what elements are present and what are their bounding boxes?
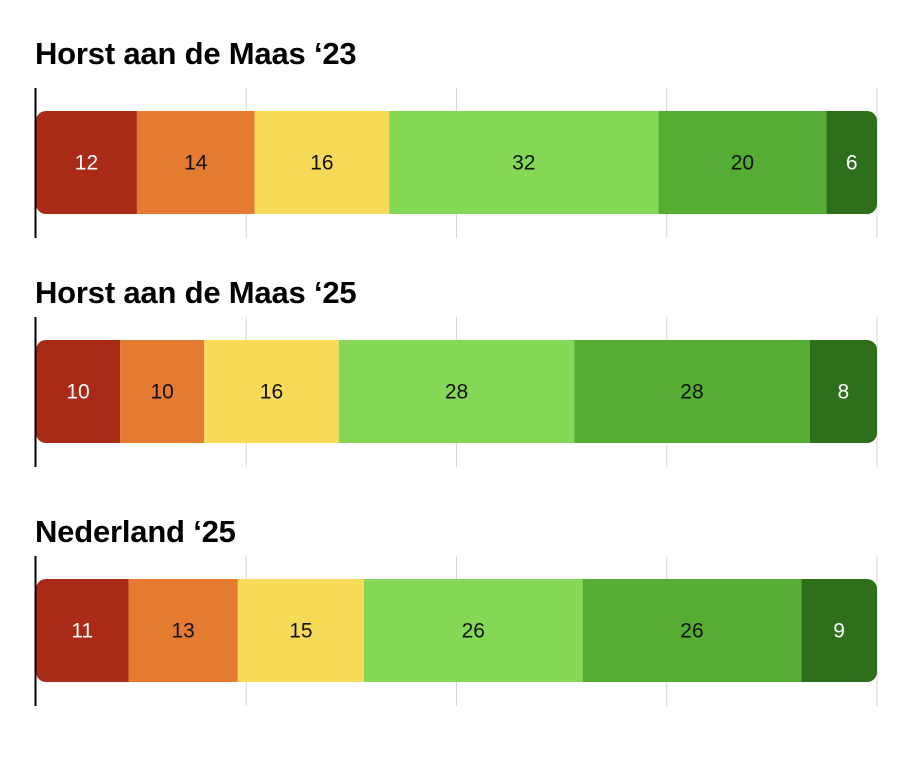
data-label: 28: [445, 381, 468, 404]
data-label: 14: [184, 152, 208, 175]
bar-segment: [120, 340, 205, 443]
data-label: 15: [289, 620, 312, 643]
data-label: 13: [171, 620, 194, 643]
stacked-bar-chart: 11 13 15 26 26 9: [34, 556, 878, 706]
bar-segment: [801, 579, 877, 682]
bar-segment: [826, 111, 877, 214]
bar-segment: [204, 340, 339, 443]
bar-segment: [136, 111, 255, 214]
data-label: 28: [680, 381, 703, 404]
data-label: 26: [680, 620, 703, 643]
data-label: 8: [838, 381, 850, 404]
bar-segment: [809, 340, 877, 443]
data-label: 12: [75, 152, 98, 175]
bar-segment: [36, 579, 129, 682]
data-label: 20: [731, 152, 754, 175]
stacked-bar-chart: 10 10 16 28 28 8: [34, 317, 878, 467]
data-label: 10: [150, 381, 173, 404]
chart-title: Nederland ‘25: [35, 514, 236, 549]
chart-title: Horst aan de Maas ‘23: [35, 36, 357, 71]
bar-segment: [254, 111, 390, 214]
data-label: 6: [846, 152, 858, 175]
bar-segment: [338, 340, 575, 443]
data-label: 11: [71, 620, 93, 643]
bar-segment: [363, 579, 583, 682]
stacked-bar-chart: 12 14 16 32 20 6: [34, 88, 878, 238]
data-label: 32: [512, 152, 535, 175]
bar-segment: [658, 111, 827, 214]
data-label: 16: [310, 152, 333, 175]
bar-segment: [574, 340, 810, 443]
bar-segment: [128, 579, 238, 682]
bar-segment: [389, 111, 659, 214]
bar-segment: [237, 579, 364, 682]
bar-segment: [36, 340, 121, 443]
bar-segment: [582, 579, 802, 682]
chart-title: Horst aan de Maas ‘25: [35, 275, 357, 310]
data-label: 16: [260, 381, 283, 404]
data-label: 9: [833, 620, 845, 643]
bar-segment: [36, 111, 137, 214]
data-label: 26: [462, 620, 485, 643]
data-label: 10: [66, 381, 89, 404]
